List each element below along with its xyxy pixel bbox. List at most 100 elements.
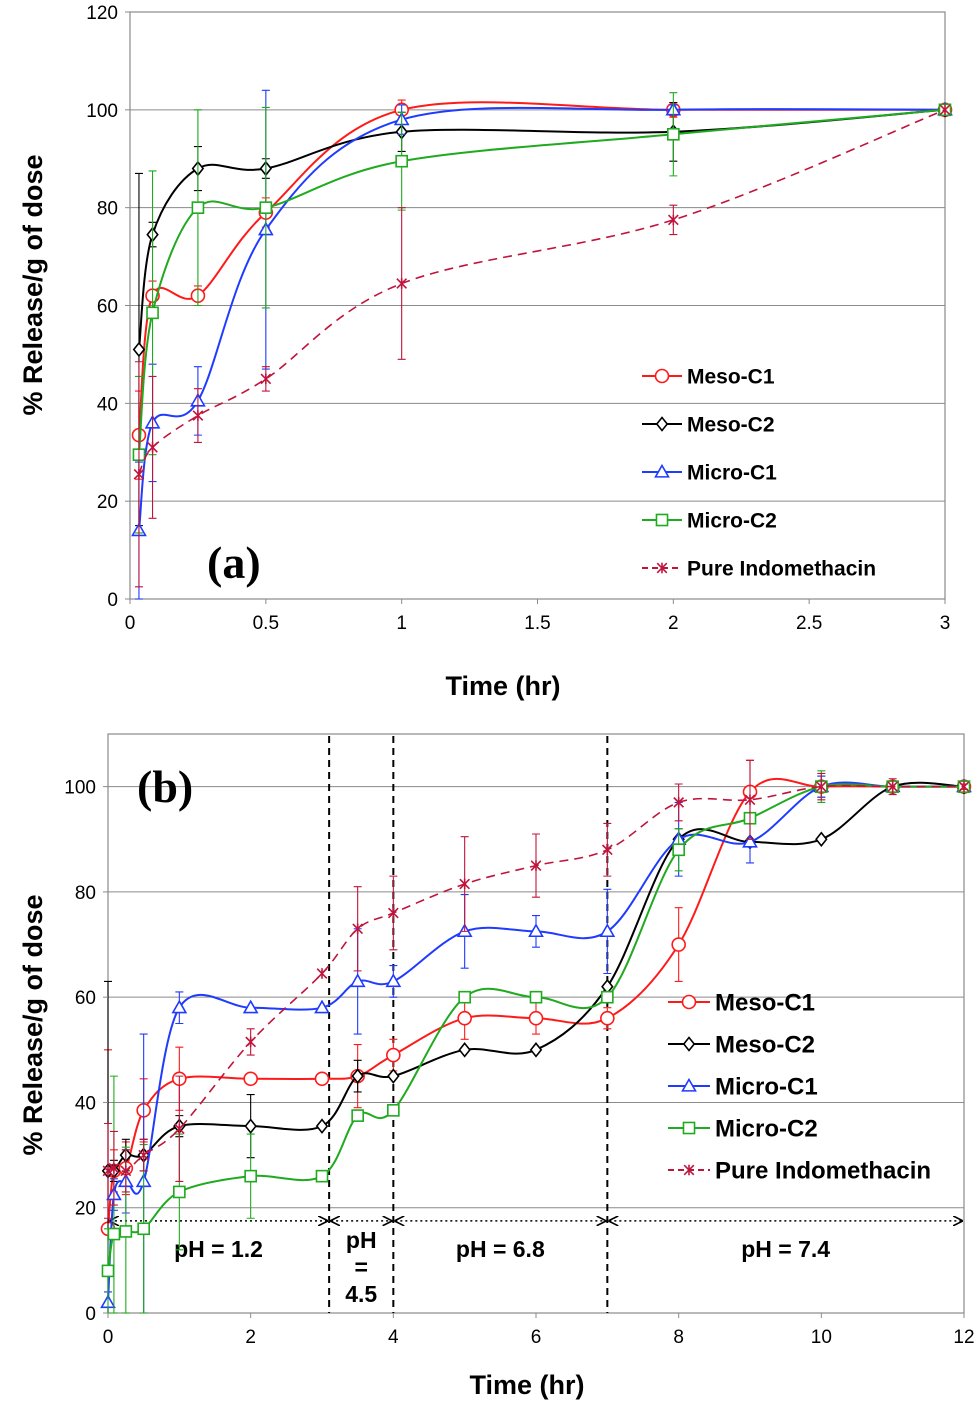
data-point [316, 968, 328, 979]
y-tick-label: 80 [97, 199, 118, 220]
data-point [107, 1227, 121, 1241]
panel-label-a: (a) [207, 537, 261, 588]
chart-panel-a: 0 20 40 60 80 100 120 0 0.5 1 1.5 2 2.5 3 Time (hr) %… [18, 3, 953, 701]
legend-label: Pure Indomethacin [687, 558, 876, 581]
series-layer-b [100, 759, 972, 1314]
data-point [815, 831, 828, 848]
legend-label: Meso-C2 [715, 1032, 815, 1059]
y-tick-label: 120 [86, 3, 118, 24]
data-point [314, 999, 330, 1014]
x-tick-label: 12 [953, 1327, 974, 1348]
x-tick-label: 2.5 [796, 613, 822, 634]
x-tick-label: 10 [811, 1327, 832, 1348]
legend-item: Meso-C2 [642, 414, 775, 437]
legend-swatch-marker [681, 994, 697, 1010]
data-point [132, 341, 146, 358]
legend-b: Meso-C1 Meso-C2 Micro-C1 Micro-C2 Pure Indom… [668, 990, 931, 1185]
data-point [349, 973, 366, 988]
data-point [887, 781, 899, 793]
series-layer-a [131, 89, 953, 600]
data-point [958, 781, 970, 793]
series-meso-c2 [132, 101, 952, 527]
x-tick-label: 2 [245, 1327, 256, 1348]
legend-label: Micro-C2 [687, 510, 777, 533]
data-point [387, 1068, 400, 1084]
series-meso-c1 [131, 99, 953, 480]
data-point [600, 1010, 615, 1026]
data-point [120, 1165, 132, 1177]
ph-label: pH = 7.4 [741, 1236, 830, 1262]
legend-item: Meso-C1 [668, 990, 815, 1017]
data-point [387, 907, 399, 919]
legend-swatch-marker [654, 463, 670, 478]
legend-a: Meso-C1 Meso-C2 Micro-C1 Micro-C2 Pure Indom… [642, 366, 876, 581]
data-point [458, 990, 471, 1004]
ph-label: pH = 4.5 [345, 1227, 377, 1307]
data-point [673, 797, 685, 808]
series-line [138, 109, 946, 475]
data-point [529, 1042, 543, 1058]
data-point [244, 1169, 257, 1183]
series-line [138, 106, 946, 531]
data-point [173, 1185, 186, 1199]
legend-item: Meso-C1 [642, 366, 775, 389]
data-point [245, 1036, 257, 1048]
data-point [671, 937, 686, 952]
axis-ticks-a: 0 20 40 60 80 100 120 0 0.5 1 1.5 2 2.5 3 [86, 3, 950, 634]
legend-item: Micro-C2 [668, 1116, 818, 1143]
legend-item: Meso-C2 [668, 1032, 815, 1059]
data-point [315, 1118, 329, 1134]
data-point [396, 278, 408, 289]
legend-label: Meso-C1 [687, 366, 775, 389]
legend-swatch-marker [683, 1164, 695, 1176]
data-point [601, 990, 614, 1004]
y-tick-label: 20 [75, 1199, 96, 1220]
y-tick-label: 60 [75, 988, 96, 1009]
x-tick-label: 1.5 [524, 613, 550, 634]
data-point [147, 441, 158, 453]
data-point [530, 860, 542, 871]
data-point [457, 1010, 472, 1026]
ph-label: pH = 1.2 [174, 1236, 263, 1262]
data-point [260, 373, 272, 385]
data-point [133, 468, 145, 480]
x-axis-title-b: Time (hr) [469, 1370, 584, 1400]
data-point [387, 1104, 400, 1117]
y-tick-label: 40 [97, 394, 118, 415]
data-point [138, 1149, 150, 1161]
legend-swatch-marker [681, 1077, 697, 1092]
series-pure-indomethacin [133, 104, 951, 588]
panel-label-b: (b) [137, 761, 193, 812]
data-point [102, 1165, 114, 1177]
data-point [101, 1264, 115, 1278]
grid-lines-a [130, 11, 945, 502]
data-point [744, 794, 756, 806]
legend-swatch-marker [655, 513, 669, 527]
data-point [244, 1118, 257, 1134]
chart-panel-b: pH = 1.2 pH = 4.5pH = 6.8 pH = 7.4 020406080… [18, 733, 975, 1400]
y-tick-label: 0 [107, 590, 118, 611]
legend-label: Micro-C2 [715, 1116, 818, 1143]
x-tick-label: 4 [388, 1327, 399, 1348]
legend-swatch-marker [655, 416, 669, 432]
series-micro-c1 [131, 89, 953, 600]
y-tick-label: 20 [97, 492, 118, 513]
data-point [528, 1010, 544, 1026]
data-point [672, 843, 685, 857]
x-tick-label: 3 [940, 613, 951, 634]
data-point [599, 923, 616, 938]
data-point [939, 104, 951, 116]
data-point [137, 1222, 150, 1236]
data-point [459, 878, 471, 890]
y-axis-title-a: % Release/g of dose [18, 154, 48, 415]
data-point [108, 1162, 120, 1174]
ph-label: pH = 6.8 [456, 1236, 545, 1262]
legend-label: Meso-C1 [715, 990, 815, 1017]
series-micro-c2 [101, 770, 971, 1314]
series-pure-indomethacin [102, 759, 970, 1219]
data-point [146, 306, 159, 320]
y-tick-label: 80 [75, 883, 96, 904]
x-tick-label: 2 [668, 613, 679, 634]
y-axis-title-b: % Release/g of dose [18, 894, 48, 1155]
legend-item: Pure Indomethacin [642, 558, 876, 581]
